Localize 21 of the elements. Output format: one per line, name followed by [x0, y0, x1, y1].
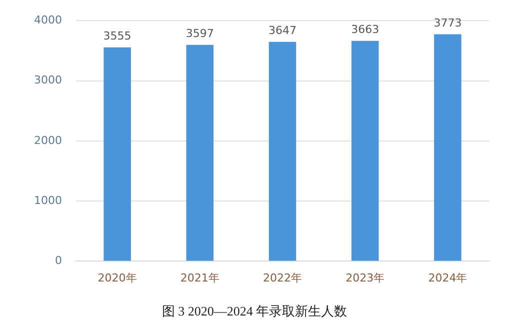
bar — [186, 44, 214, 261]
x-tick-label: 2020年 — [98, 272, 137, 285]
bar — [351, 40, 379, 261]
data-label: 3663 — [351, 23, 380, 36]
text: 图 3 2020—2024 年录取新生人数 — [162, 304, 348, 319]
y-tick-label: 1000 — [34, 194, 62, 207]
bar — [434, 34, 462, 261]
y-tick-label: 0 — [54, 254, 62, 268]
x-tick-label: 2024年 — [428, 272, 468, 285]
y-tick-label: 3000 — [34, 74, 62, 87]
x-tick-label: 2022年 — [262, 272, 302, 285]
x-tick-label: 2021年 — [180, 272, 220, 285]
data-label: 3773 — [434, 16, 462, 30]
y-tick-label: 2000 — [34, 134, 62, 147]
x-tick-label: 2023年 — [346, 272, 385, 285]
data-label: 3647 — [268, 24, 296, 38]
y-tick-label: 4000 — [34, 13, 62, 26]
data-label: 3555 — [103, 30, 132, 43]
bar — [104, 47, 131, 261]
data-label: 3597 — [186, 27, 214, 40]
bar — [268, 42, 296, 261]
